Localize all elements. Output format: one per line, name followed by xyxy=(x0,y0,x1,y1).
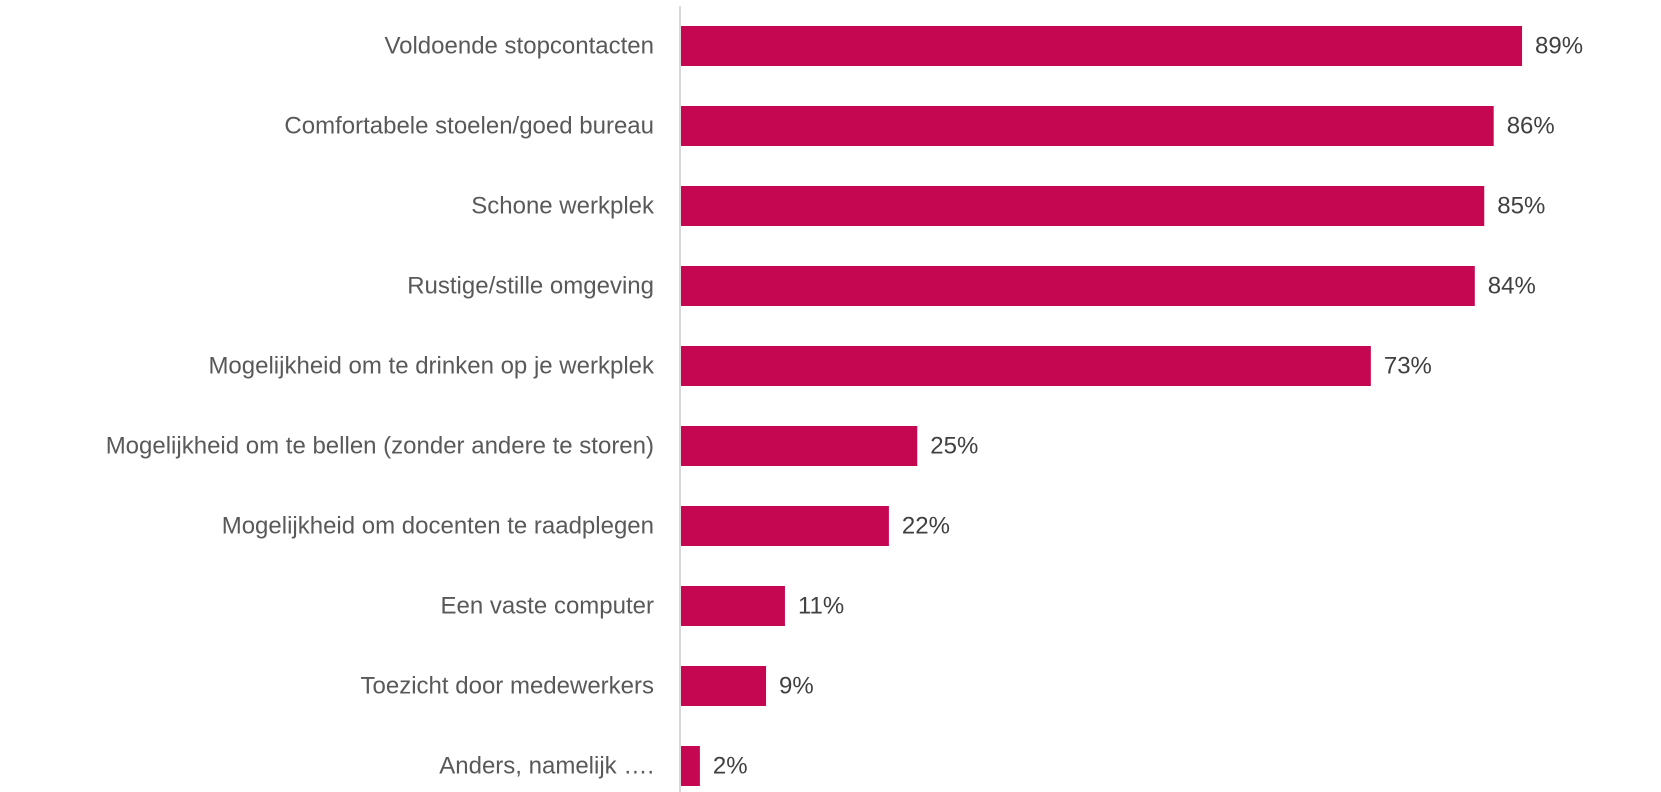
category-label-2: Comfortabele stoelen/goed bureau xyxy=(284,113,654,140)
category-label-1: Voldoende stopcontacten xyxy=(384,33,654,60)
bar-4 xyxy=(681,266,1475,306)
value-label-10: 2% xyxy=(713,753,748,780)
value-label-9: 9% xyxy=(779,673,814,700)
value-label-2: 86% xyxy=(1507,113,1555,140)
bar-8 xyxy=(681,586,785,626)
value-labels-group: 89% 86% 85% 84% 73% 25% 22% 11% 9% 2% xyxy=(713,33,1583,780)
category-label-6: Mogelijkheid om te bellen (zonder andere… xyxy=(106,433,654,460)
value-label-6: 25% xyxy=(930,433,978,460)
category-label-5: Mogelijkheid om te drinken op je werkple… xyxy=(208,353,655,380)
category-label-4: Rustige/stille omgeving xyxy=(407,273,654,300)
value-label-3: 85% xyxy=(1497,193,1545,220)
category-label-9: Toezicht door medewerkers xyxy=(361,673,654,700)
bar-2 xyxy=(681,106,1494,146)
bar-10 xyxy=(681,746,700,786)
bar-9 xyxy=(681,666,767,706)
bar-1 xyxy=(681,26,1523,66)
bar-3 xyxy=(681,186,1485,226)
category-label-7: Mogelijkheid om docenten te raadplegen xyxy=(222,513,654,540)
category-labels-group: Voldoende stopcontacten Comfortabele stoe… xyxy=(106,33,655,780)
bar-5 xyxy=(681,346,1371,386)
bar-6 xyxy=(681,426,918,466)
value-label-4: 84% xyxy=(1488,273,1536,300)
category-label-10: Anders, namelijk …. xyxy=(439,753,654,780)
bars-group xyxy=(681,26,1523,786)
bar-7 xyxy=(681,506,889,546)
value-label-8: 11% xyxy=(798,593,844,620)
value-label-5: 73% xyxy=(1384,353,1432,380)
category-label-8: Een vaste computer xyxy=(441,593,654,620)
category-label-3: Schone werkplek xyxy=(471,193,655,220)
value-label-1: 89% xyxy=(1535,33,1583,60)
value-label-7: 22% xyxy=(902,513,950,540)
